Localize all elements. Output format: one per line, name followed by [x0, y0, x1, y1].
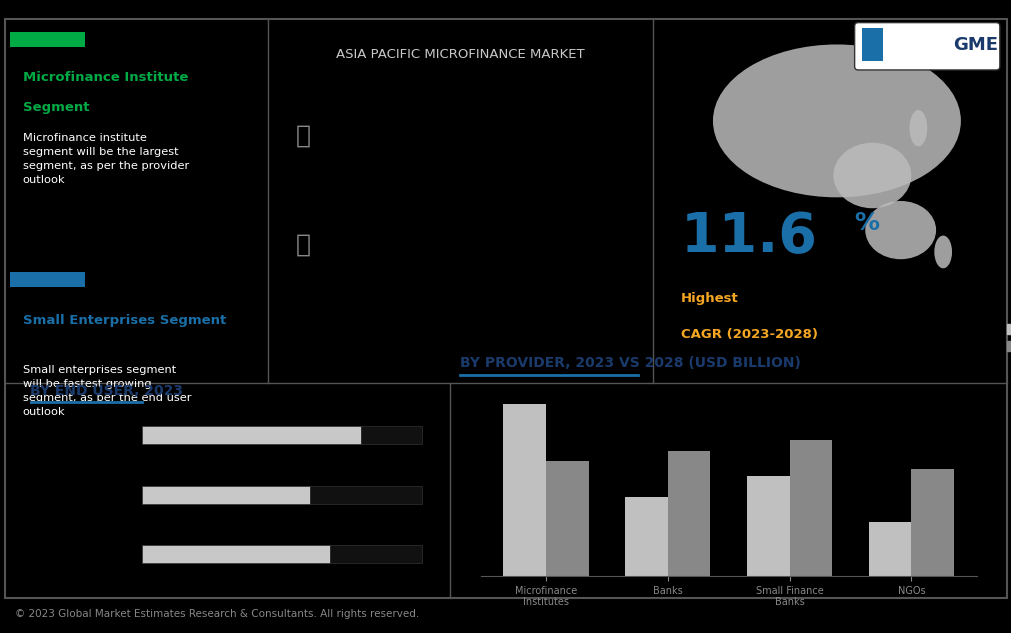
Bar: [10, 272, 85, 287]
Ellipse shape: [864, 201, 935, 260]
Ellipse shape: [833, 143, 910, 208]
Bar: [911, 468, 953, 576]
Text: BY PROVIDER, 2023 VS 2028 (USD BILLION): BY PROVIDER, 2023 VS 2028 (USD BILLION): [460, 356, 801, 370]
Bar: [143, 426, 360, 444]
Text: Small Enterprises Segment: Small Enterprises Segment: [22, 314, 225, 327]
Text: Small enterprises segment
will be fastest growing
segment, as per the end user
o: Small enterprises segment will be fastes…: [22, 365, 191, 417]
Text: Microfinance institute
segment will be the largest
segment, as per the provider
: Microfinance institute segment will be t…: [22, 134, 189, 185]
Bar: [746, 476, 789, 576]
Bar: [789, 440, 831, 576]
Text: BY END USER, 2023: BY END USER, 2023: [30, 384, 183, 398]
Text: Microfinance Institute: Microfinance Institute: [22, 71, 188, 84]
Text: Segment: Segment: [22, 101, 89, 114]
Text: %: %: [853, 211, 879, 235]
Text: © 2023 Global Market Estimates Research & Consultants. All rights reserved.: © 2023 Global Market Estimates Research …: [15, 609, 419, 619]
Text: GME: GME: [952, 36, 997, 54]
FancyBboxPatch shape: [853, 23, 999, 70]
Text: ⓘ: ⓘ: [295, 233, 310, 256]
Text: ⓘ: ⓘ: [295, 123, 310, 147]
Bar: [625, 498, 667, 576]
Bar: [330, 545, 422, 563]
Bar: [667, 451, 710, 576]
Bar: [502, 404, 545, 576]
Ellipse shape: [933, 235, 951, 268]
Bar: [867, 522, 911, 576]
Ellipse shape: [712, 44, 959, 197]
Bar: [143, 545, 330, 563]
Bar: [360, 426, 422, 444]
Bar: [545, 461, 588, 576]
Text: 11.6: 11.6: [680, 210, 817, 265]
Text: Highest: Highest: [680, 292, 738, 305]
Text: ASIA PACIFIC MICROFINANCE MARKET: ASIA PACIFIC MICROFINANCE MARKET: [336, 48, 584, 61]
Bar: [860, 28, 882, 61]
Legend: 2023, 2028: 2023, 2028: [1002, 320, 1011, 356]
Bar: [143, 486, 310, 504]
Ellipse shape: [909, 110, 926, 146]
Text: CAGR (2023-2028): CAGR (2023-2028): [680, 329, 817, 341]
Bar: [310, 486, 422, 504]
Bar: [10, 32, 85, 47]
